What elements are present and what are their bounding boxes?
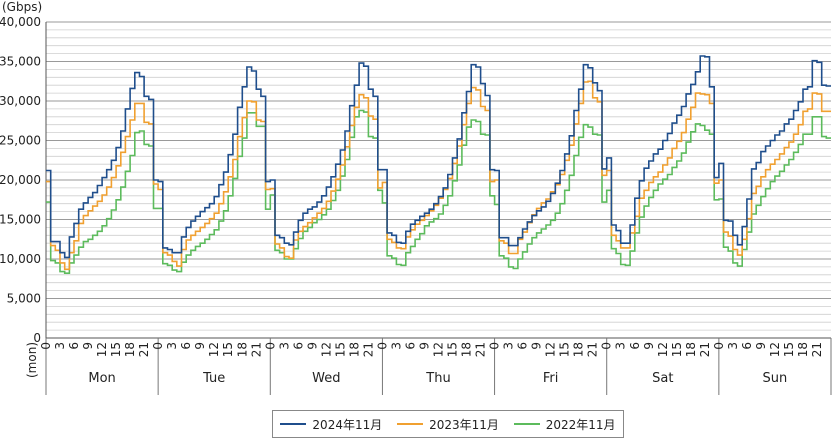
hour-tick-label: 9 [754, 342, 768, 350]
hour-tick-label: 9 [417, 342, 431, 350]
hour-tick-label: 3 [389, 342, 403, 350]
hour-tick-label: 18 [796, 342, 810, 357]
day-label: Sun [763, 371, 788, 386]
hour-tick-label: 3 [614, 342, 628, 350]
hour-tick-label: 9 [305, 342, 319, 350]
y-tick-label: 0 [33, 331, 41, 345]
hour-tick-label: 21 [474, 342, 488, 357]
hour-tick-label: 0 [488, 342, 502, 350]
y-tick-label: 20,000 [0, 173, 41, 187]
hour-tick-label: 3 [277, 342, 291, 350]
hour-tick-label: 15 [558, 342, 572, 357]
hour-tick-label: 0 [600, 342, 614, 350]
series-line-1 [46, 80, 831, 271]
hour-tick-label: 0 [263, 342, 277, 350]
hour-tick-label: 6 [179, 342, 193, 350]
hour-tick-label: 15 [333, 342, 347, 357]
hour-tick-label: 3 [165, 342, 179, 350]
y-tick-label: 10,000 [0, 252, 41, 266]
hour-tick-label: 6 [628, 342, 642, 350]
hour-tick-label: 6 [516, 342, 530, 350]
hour-tick-label: 0 [151, 342, 165, 350]
legend-label-2024: 2024年11月 [312, 417, 383, 432]
hour-tick-label: 12 [768, 342, 782, 357]
hour-tick-label: 21 [361, 342, 375, 357]
legend-item-2022: 2022年11月 [513, 416, 616, 433]
hour-tick-label: 12 [544, 342, 558, 357]
hour-tick-label: 3 [53, 342, 67, 350]
hour-tick-label: 21 [586, 342, 600, 357]
hour-tick-label: 3 [726, 342, 740, 350]
day-label: Mon [88, 371, 115, 386]
legend-swatch-2022 [513, 423, 540, 425]
hour-tick-label: 6 [67, 342, 81, 350]
hour-tick-label: 21 [810, 342, 824, 357]
hour-tick-label: 15 [782, 342, 796, 357]
legend-item-2024: 2024年11月 [280, 416, 382, 433]
hour-tick-label: 9 [193, 342, 207, 350]
y-tick-label: 30,000 [0, 94, 41, 108]
hour-tick-label: 9 [81, 342, 95, 350]
legend-swatch-2024 [280, 423, 307, 425]
hour-tick-label: 9 [642, 342, 656, 350]
hour-tick-label: 18 [684, 342, 698, 357]
hour-tick-label: 18 [235, 342, 249, 357]
hour-tick-label: 15 [109, 342, 123, 357]
hour-tick-label: 15 [446, 342, 460, 357]
hour-tick-label: 0 [712, 342, 726, 350]
hour-tick-label: 12 [319, 342, 333, 357]
hour-tick-label: 12 [207, 342, 221, 357]
legend-label-2022: 2022年11月 [545, 417, 616, 432]
hour-tick-label: 12 [656, 342, 670, 357]
hour-tick-label: 0 [39, 342, 53, 350]
hour-tick-label: 12 [95, 342, 109, 357]
hour-tick-label: 0 [375, 342, 389, 350]
hour-tick-label: 6 [403, 342, 417, 350]
legend-label-2023: 2023年11月 [429, 417, 499, 432]
legend-swatch-2023 [397, 423, 424, 425]
day-label: Thu [425, 371, 450, 386]
y-unit-label: (Gbps) [2, 0, 42, 14]
hour-tick-label: 21 [249, 342, 263, 357]
day-label: Tue [202, 371, 225, 386]
day-label: Sat [652, 371, 673, 386]
hour-tick-label: 15 [670, 342, 684, 357]
y-tick-label: 15,000 [0, 213, 41, 227]
hour-tick-label: 6 [740, 342, 754, 350]
hour-tick-label: 18 [123, 342, 137, 357]
day-label: Wed [312, 371, 340, 386]
hour-tick-label: 3 [502, 342, 516, 350]
legend-item-2023: 2023年11月 [397, 416, 499, 433]
hour-tick-label: 18 [572, 342, 586, 357]
chart-legend: 2024年11月 2023年11月 2022年11月 [272, 410, 624, 438]
series-line-2 [46, 109, 831, 275]
hour-tick-label: 21 [698, 342, 712, 357]
y-tick-label: 40,000 [0, 15, 41, 29]
hour-tick-label: 6 [291, 342, 305, 350]
hour-tick-label: 18 [460, 342, 474, 357]
series-line-0 [46, 55, 831, 259]
y-tick-label: 35,000 [0, 55, 41, 69]
y-tick-label: 25,000 [0, 134, 41, 148]
hour-tick-label: 9 [530, 342, 544, 350]
hour-tick-label: 12 [432, 342, 446, 357]
x-prefix-label: (mon) [25, 342, 39, 378]
day-label: Fri [543, 371, 559, 386]
hour-tick-label: 18 [347, 342, 361, 357]
hour-tick-label: 15 [221, 342, 235, 357]
y-tick-label: 5,000 [7, 292, 41, 306]
hour-tick-label: 21 [137, 342, 151, 357]
